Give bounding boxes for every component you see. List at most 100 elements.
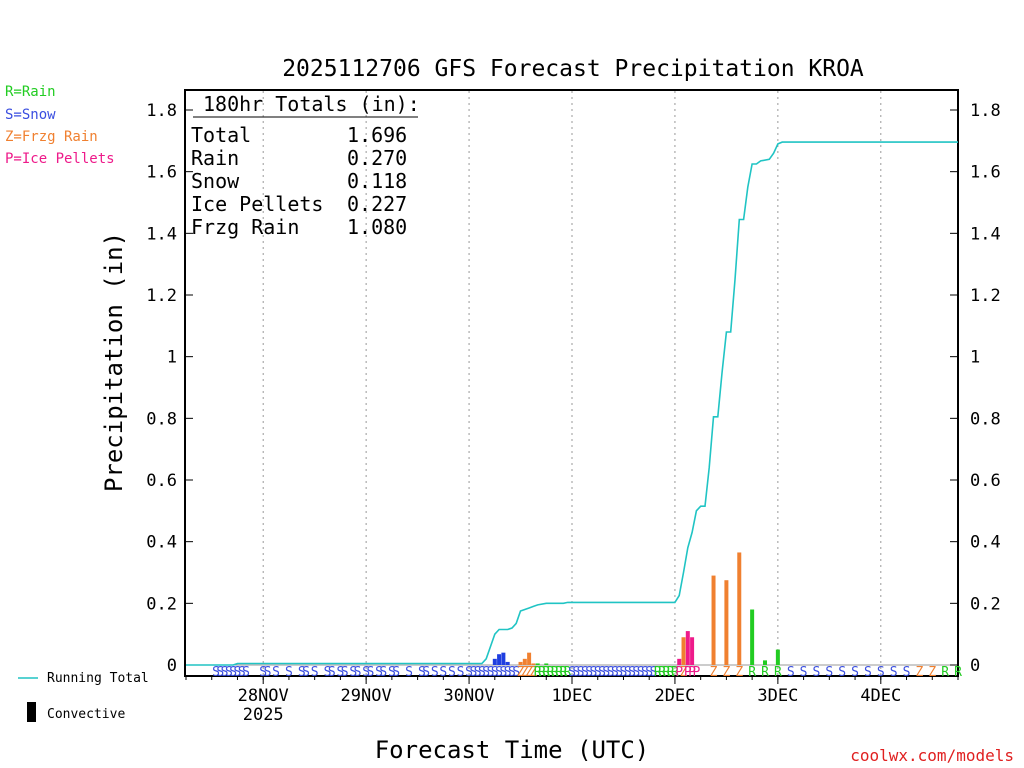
totals-value: 0.118 <box>347 169 407 193</box>
ptype-marker-S: S <box>568 665 576 680</box>
legend-frzg-rain: Z=Frzg Rain <box>5 129 98 145</box>
ptype-marker-P: P <box>692 665 700 680</box>
totals-box: 180hr Totals (in): Total 1.696 Rain 0.270 Sn… <box>191 92 420 239</box>
ptype-marker-Z: Z <box>735 665 743 680</box>
ptype-marker-S: S <box>602 665 610 680</box>
y-tick-label: 1 <box>167 348 177 368</box>
ptype-marker-S: S <box>581 665 589 680</box>
ptype-marker-R: R <box>662 665 670 680</box>
credit-link[interactable]: coolwx.com/models <box>850 746 1014 765</box>
y-tick-label-right: 0 <box>970 656 980 676</box>
ptype-marker-S: S <box>221 665 229 680</box>
y-tick-label: 1.6 <box>146 163 177 183</box>
ptype-marker-S: S <box>499 665 507 680</box>
bar-snow <box>505 661 510 665</box>
ptype-marker-S: S <box>620 665 628 680</box>
bar-frzg-rain <box>724 580 729 665</box>
convective-legend-label: Convective <box>47 707 125 722</box>
ptype-marker-R: R <box>658 665 666 680</box>
y-tick-label-right: 1.4 <box>970 224 1001 244</box>
ptype-marker-S: S <box>495 665 503 680</box>
ptype-marker-S: S <box>864 665 872 680</box>
bar-rain <box>535 663 540 665</box>
totals-value: 0.270 <box>347 146 407 170</box>
y-tick-label-right: 1 <box>970 348 980 368</box>
ptype-marker-S: S <box>259 665 267 680</box>
ptype-marker-S: S <box>362 665 370 680</box>
y-tick-label-right: 0.2 <box>970 594 1001 614</box>
ptype-marker-S: S <box>234 665 242 680</box>
ptype-marker-R: R <box>551 665 559 680</box>
ptype-marker-S: S <box>632 665 640 680</box>
bar-frzg-rain <box>518 661 523 665</box>
totals-header: 180hr Totals (in): <box>203 92 420 116</box>
ptype-marker-S: S <box>611 665 619 680</box>
bar-rain <box>775 649 780 665</box>
ptype-marker-S: S <box>422 665 430 680</box>
ptype-marker-S: S <box>375 665 383 680</box>
ptype-marker-Z: Z <box>517 665 525 680</box>
ptype-marker-S: S <box>504 665 512 680</box>
totals-value: 1.696 <box>347 123 407 147</box>
totals-label: Rain <box>191 146 239 170</box>
ptype-marker-R: R <box>560 665 568 680</box>
ptype-marker-P: P <box>675 665 683 680</box>
running-total-legend-label: Running Total <box>47 671 149 686</box>
totals-label: Snow <box>191 169 240 193</box>
ptype-marker-S: S <box>439 665 447 680</box>
ptype-marker-S: S <box>645 665 653 680</box>
y-axis-left: 0 0.2 0.4 0.6 0.8 1 1.2 1.4 1.6 1.8 <box>146 101 193 676</box>
ptype-marker-R: R <box>941 665 949 680</box>
ptype-marker-S: S <box>298 665 306 680</box>
ptype-marker-R: R <box>538 665 546 680</box>
totals-label: Ice Pellets <box>191 192 323 216</box>
ptype-marker-S: S <box>349 665 357 680</box>
ptype-marker-S: S <box>598 665 606 680</box>
ptype-marker-Z: Z <box>680 665 688 680</box>
ptype-marker-S: S <box>216 665 224 680</box>
y-tick-label-right: 1.2 <box>970 286 1001 306</box>
precip-bars <box>492 552 780 665</box>
ptype-marker-S: S <box>877 665 885 680</box>
ptype-marker-S: S <box>813 665 821 680</box>
legend-rain: R=Rain <box>5 84 56 100</box>
y-tick-label: 1.8 <box>146 101 177 121</box>
bar-ice-pellets <box>685 631 690 665</box>
y-axis-right: 0 0.2 0.4 0.6 0.8 1 1.2 1.4 1.6 1.8 <box>950 101 1001 676</box>
ptype-marker-Z: Z <box>722 665 730 680</box>
y-tick-label-right: 0.4 <box>970 533 1001 553</box>
bar-ice-pellets <box>677 658 682 665</box>
x-tick-label: 29NOV <box>341 686 392 706</box>
ptype-marker-S: S <box>607 665 615 680</box>
bar-snow <box>492 658 497 665</box>
ptype-marker-R: R <box>564 665 572 680</box>
y-tick-label: 0.8 <box>146 409 177 429</box>
chart-title: 2025112706 GFS Forecast Precipitation KR… <box>282 56 864 82</box>
ptype-marker-S: S <box>474 665 482 680</box>
ptype-marker-S: S <box>354 665 362 680</box>
ptype-marker-S: S <box>512 665 520 680</box>
y-tick-label: 0.4 <box>146 533 177 553</box>
legend-ice-pellets: P=Ice Pellets <box>5 151 115 167</box>
ptype-marker-R: R <box>534 665 542 680</box>
ptype-marker-S: S <box>311 665 319 680</box>
ptype-marker-P: P <box>684 665 692 680</box>
bar-frzg-rain <box>522 658 527 665</box>
ptype-marker-S: S <box>328 665 336 680</box>
ptype-marker-S: S <box>379 665 387 680</box>
ptype-marker-S: S <box>242 665 250 680</box>
ptype-marker-S: S <box>508 665 516 680</box>
ptype-marker-Z: Z <box>525 665 533 680</box>
ptype-marker-S: S <box>787 665 795 680</box>
ptype-marker-S: S <box>577 665 585 680</box>
bar-frzg-rain <box>531 663 536 665</box>
ptype-marker-S: S <box>585 665 593 680</box>
bar-frzg-rain <box>711 575 716 665</box>
ptype-marker-S: S <box>641 665 649 680</box>
ptype-marker-S: S <box>637 665 645 680</box>
ptype-marker-S: S <box>800 665 808 680</box>
ptype-marker-Z: Z <box>521 665 529 680</box>
ptype-marker-R: R <box>761 665 769 680</box>
